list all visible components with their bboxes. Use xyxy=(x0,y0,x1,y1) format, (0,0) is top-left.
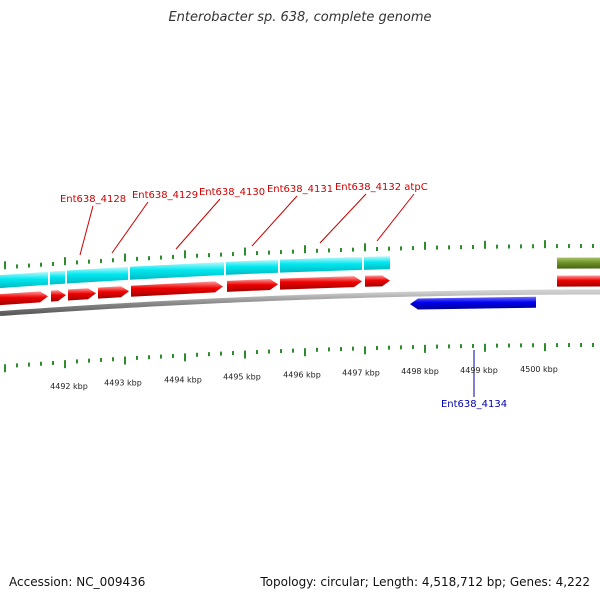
forward-cds-arrow xyxy=(98,286,129,299)
forward-cds-arrow xyxy=(68,288,96,301)
gene-label: Ent638_4132 xyxy=(335,182,401,193)
scale-label: 4493 kbp xyxy=(104,379,142,388)
gene-label: atpC xyxy=(404,182,427,193)
forward-cds-arrow xyxy=(365,275,390,287)
scale-label: 4498 kbp xyxy=(401,367,439,376)
gene-block xyxy=(280,256,362,273)
scale-label: 4497 kbp xyxy=(342,368,380,377)
accession-text: Accession: NC_009436 xyxy=(9,575,146,589)
forward-cds-arrow xyxy=(131,281,223,297)
scale-label: 4494 kbp xyxy=(164,375,202,384)
leader-line xyxy=(175,198,221,250)
gene-block xyxy=(67,266,128,284)
leader-line xyxy=(251,195,298,247)
forward-cds-arrow xyxy=(0,291,48,306)
leader-line xyxy=(111,201,149,254)
gene-label: Ent638_4131 xyxy=(267,184,333,195)
leader-line xyxy=(376,193,415,242)
reverse-cds-arrow xyxy=(410,296,536,310)
leader-line xyxy=(319,193,367,244)
gene-block xyxy=(0,271,48,289)
scale-label: 4495 kbp xyxy=(223,373,261,382)
forward-cds-block xyxy=(557,275,600,287)
genome-summary-text: Topology: circular; Length: 4,518,712 bp… xyxy=(260,575,590,589)
scale-label: 4492 kbp xyxy=(50,382,88,391)
gene-block xyxy=(130,261,224,280)
gene-label: Ent638_4130 xyxy=(199,187,265,198)
backbone xyxy=(0,289,600,317)
tick-marks xyxy=(4,240,594,373)
label-leaders xyxy=(79,193,475,397)
forward-cds-arrow xyxy=(51,290,66,302)
features xyxy=(0,256,600,310)
gene-label: Ent638_4129 xyxy=(132,190,198,201)
labels: 4492 kbp 4493 kbp 4494 kbp 4495 kbp 4496 kbp… xyxy=(50,182,558,410)
gene-block xyxy=(364,256,390,270)
leader-line xyxy=(79,205,94,256)
gene-label: Ent638_4134 xyxy=(441,399,507,410)
forward-cds-arrow xyxy=(280,276,362,290)
scale-label: 4500 kbp xyxy=(520,365,558,374)
gene-block xyxy=(50,270,65,285)
gene-block xyxy=(226,259,278,275)
scale-label: 4496 kbp xyxy=(283,370,321,379)
olive-feature-block xyxy=(557,257,600,269)
backbone-line xyxy=(0,289,600,317)
map-title: Enterobacter sp. 638, complete genome xyxy=(168,10,432,25)
scale-label: 4499 kbp xyxy=(460,366,498,375)
forward-cds-arrow xyxy=(227,279,278,292)
gene-label: Ent638_4128 xyxy=(60,194,126,205)
